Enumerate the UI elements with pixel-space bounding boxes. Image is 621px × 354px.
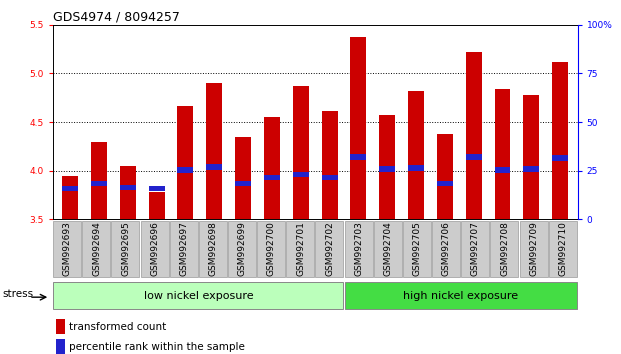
Bar <box>120 185 135 190</box>
Text: GSM992694: GSM992694 <box>92 221 101 276</box>
Bar <box>552 155 568 161</box>
Bar <box>120 166 135 219</box>
Bar <box>91 142 107 219</box>
Bar <box>91 181 107 186</box>
Text: GSM992702: GSM992702 <box>325 221 334 276</box>
Bar <box>437 134 453 219</box>
Bar <box>322 175 337 180</box>
Bar <box>62 185 78 191</box>
Bar <box>491 221 519 277</box>
Bar <box>408 91 424 219</box>
Bar <box>345 221 373 277</box>
Bar <box>264 117 280 219</box>
Text: GSM992697: GSM992697 <box>179 221 188 276</box>
Bar <box>350 154 366 160</box>
Bar <box>111 221 139 277</box>
Text: GSM992710: GSM992710 <box>558 221 568 276</box>
Text: GSM992699: GSM992699 <box>238 221 247 276</box>
Bar <box>379 166 395 172</box>
Bar <box>56 339 65 354</box>
Text: GSM992698: GSM992698 <box>209 221 217 276</box>
Text: GSM992705: GSM992705 <box>413 221 422 276</box>
Bar <box>350 38 366 219</box>
Text: GSM992708: GSM992708 <box>500 221 509 276</box>
Text: stress: stress <box>2 289 34 299</box>
Text: GSM992696: GSM992696 <box>150 221 160 276</box>
Bar <box>82 221 110 277</box>
Bar <box>345 282 577 309</box>
Text: GSM992703: GSM992703 <box>355 221 363 276</box>
Bar <box>257 221 285 277</box>
Bar <box>170 221 197 277</box>
Bar <box>322 112 337 219</box>
Bar <box>178 167 193 172</box>
Bar <box>403 221 431 277</box>
Bar <box>495 167 510 172</box>
Text: GSM992693: GSM992693 <box>63 221 72 276</box>
Bar <box>228 221 256 277</box>
Text: transformed count: transformed count <box>68 322 166 332</box>
Bar <box>552 62 568 219</box>
Bar <box>315 221 343 277</box>
Bar <box>293 86 309 219</box>
Text: GSM992695: GSM992695 <box>121 221 130 276</box>
Bar <box>408 165 424 171</box>
Bar <box>379 115 395 219</box>
Bar <box>178 105 193 219</box>
Bar <box>53 282 343 309</box>
Bar <box>461 221 489 277</box>
Bar <box>374 221 402 277</box>
Bar <box>235 137 251 219</box>
Bar <box>140 221 168 277</box>
Bar <box>206 83 222 219</box>
Bar <box>286 221 314 277</box>
Bar <box>56 319 65 334</box>
Bar <box>520 221 548 277</box>
Bar <box>466 154 482 160</box>
Bar <box>293 172 309 177</box>
Text: GSM992701: GSM992701 <box>296 221 305 276</box>
Text: GSM992700: GSM992700 <box>267 221 276 276</box>
Text: GSM992706: GSM992706 <box>442 221 451 276</box>
Bar <box>432 221 460 277</box>
Text: GSM992707: GSM992707 <box>471 221 480 276</box>
Bar <box>466 52 482 219</box>
Bar <box>199 221 227 277</box>
Bar <box>148 185 165 191</box>
Bar <box>148 192 165 219</box>
Bar <box>235 181 251 186</box>
Bar <box>524 95 539 219</box>
Text: high nickel exposure: high nickel exposure <box>404 291 519 301</box>
Text: low nickel exposure: low nickel exposure <box>143 291 253 301</box>
Bar <box>206 164 222 170</box>
Text: GSM992704: GSM992704 <box>384 221 392 276</box>
Text: percentile rank within the sample: percentile rank within the sample <box>68 342 245 352</box>
Bar <box>53 221 81 277</box>
Text: GDS4974 / 8094257: GDS4974 / 8094257 <box>53 11 179 24</box>
Bar <box>62 176 78 219</box>
Bar <box>264 175 280 180</box>
Bar <box>437 181 453 186</box>
Text: GSM992709: GSM992709 <box>529 221 538 276</box>
Bar <box>524 166 539 172</box>
Bar <box>495 89 510 219</box>
Bar <box>549 221 577 277</box>
